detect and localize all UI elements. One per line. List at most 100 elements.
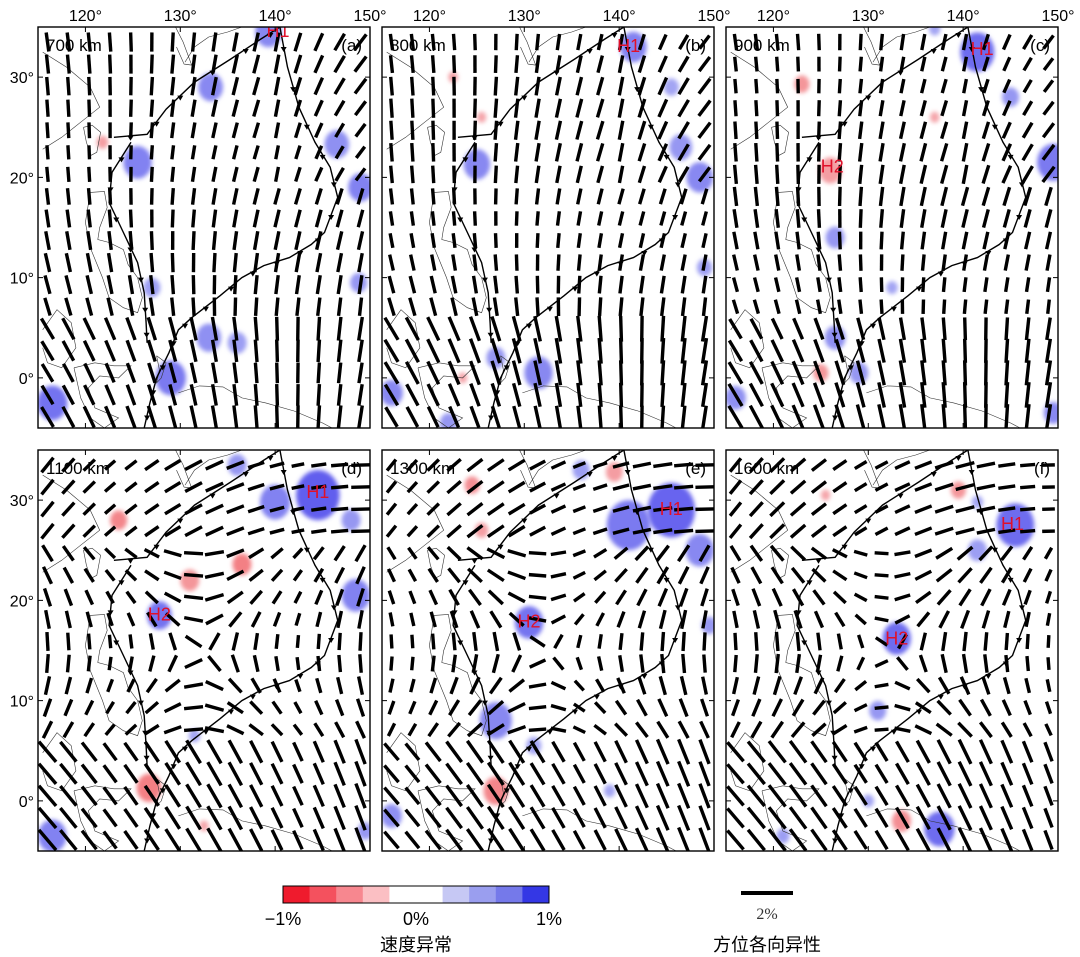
fast-axis-bar xyxy=(333,99,346,117)
fast-axis-bar xyxy=(810,784,828,808)
fast-axis-bar xyxy=(85,297,94,317)
fast-axis-bar xyxy=(424,807,442,829)
fast-axis-bar xyxy=(107,32,113,52)
fast-axis-bar xyxy=(146,405,157,428)
fast-axis-bar xyxy=(493,275,499,294)
trench-tooth xyxy=(1007,577,1014,583)
fast-axis-bar xyxy=(878,100,885,117)
fast-axis-bar xyxy=(249,589,264,605)
fast-axis-bar xyxy=(38,806,58,830)
fast-axis-bar xyxy=(680,609,688,630)
fast-axis-bar xyxy=(657,55,668,73)
fast-axis-bar xyxy=(430,655,436,672)
fast-axis-bar xyxy=(294,209,302,228)
fast-axis-bar xyxy=(728,501,743,517)
fast-axis-bar xyxy=(1025,655,1030,672)
fast-axis-bar xyxy=(572,830,586,850)
fast-axis-bar xyxy=(469,383,481,407)
fast-axis-bar xyxy=(592,483,608,491)
fast-axis-bar xyxy=(273,166,281,183)
fast-axis-bar xyxy=(698,827,711,851)
fast-axis-bar xyxy=(810,762,828,786)
fast-axis-bar xyxy=(63,698,74,717)
fast-axis-bar xyxy=(232,316,239,341)
velocity-anomaly xyxy=(663,78,679,96)
fast-axis-bar xyxy=(61,317,76,341)
fast-axis-bar xyxy=(312,546,325,561)
fast-axis-bar xyxy=(358,654,363,673)
fast-axis-bar xyxy=(183,704,204,711)
fast-axis-bar xyxy=(472,120,477,140)
fast-axis-bar xyxy=(1020,462,1036,468)
fast-axis-bar xyxy=(936,805,952,831)
fast-axis-bar xyxy=(920,231,927,250)
fast-axis-bar xyxy=(163,591,182,604)
trench-tooth xyxy=(825,700,832,706)
fast-axis-bar xyxy=(272,611,282,627)
fast-axis-bar xyxy=(164,480,182,494)
fast-axis-bar xyxy=(1042,100,1055,116)
fast-axis-bar xyxy=(61,362,75,383)
fast-axis-bar xyxy=(465,761,484,786)
fast-axis-bar xyxy=(673,484,694,490)
fast-axis-bar xyxy=(183,550,204,556)
coastline xyxy=(528,450,586,486)
fast-axis-bar xyxy=(593,785,607,807)
fast-axis-bar xyxy=(385,524,398,538)
fast-axis-bar xyxy=(170,145,176,160)
fast-axis-bar xyxy=(638,254,646,271)
fast-axis-bar xyxy=(941,360,947,386)
fast-axis-bar xyxy=(409,211,416,226)
fast-axis-bar xyxy=(837,254,843,271)
fast-axis-bar xyxy=(858,100,864,117)
fast-axis-bar xyxy=(226,504,245,515)
fast-axis-bar xyxy=(333,545,346,562)
fast-axis-bar xyxy=(507,724,527,735)
fast-axis-bar xyxy=(554,360,563,386)
fast-axis-bar xyxy=(294,230,302,251)
colorbar-segment xyxy=(416,886,443,903)
fast-axis-bar xyxy=(617,232,625,249)
fast-axis-bar xyxy=(730,698,740,717)
fast-axis-bar xyxy=(486,568,505,583)
fast-axis-bar xyxy=(148,655,156,672)
fast-axis-bar xyxy=(915,590,932,604)
fast-axis-bar xyxy=(535,233,540,248)
fast-axis-bar xyxy=(65,209,72,228)
fast-axis-bar xyxy=(40,406,55,428)
fast-axis-bar xyxy=(572,483,587,492)
fast-axis-bar xyxy=(163,549,182,558)
fast-axis-bar xyxy=(447,567,461,584)
fast-axis-bar xyxy=(293,76,303,96)
fast-axis-bar xyxy=(853,763,868,784)
fast-axis-bar xyxy=(554,76,562,96)
fast-axis-bar xyxy=(291,506,305,513)
fast-axis-bar xyxy=(406,458,419,472)
fast-axis-bar xyxy=(1045,612,1052,626)
fast-axis-bar xyxy=(837,78,842,94)
fast-axis-bar xyxy=(149,99,155,117)
fast-axis-bar xyxy=(936,699,952,716)
fast-axis-bar xyxy=(874,807,889,829)
fast-axis-bar xyxy=(409,33,416,51)
trench-tooth xyxy=(113,217,120,223)
coastline xyxy=(83,547,101,579)
trench-tooth xyxy=(937,694,944,700)
fast-axis-bar xyxy=(451,188,457,205)
fast-axis-bar xyxy=(920,360,927,386)
trench-tooth xyxy=(526,746,533,752)
fast-axis-bar xyxy=(104,405,117,428)
fast-axis-bar xyxy=(252,145,260,160)
fast-axis-bar xyxy=(354,827,367,851)
fast-axis-bar xyxy=(149,76,155,96)
fast-axis-bar xyxy=(914,482,933,492)
fast-axis-bar xyxy=(898,403,907,428)
fast-axis-bar xyxy=(65,230,72,251)
fast-axis-bar xyxy=(657,587,669,607)
fast-axis-bar xyxy=(105,590,115,605)
fast-axis-bar xyxy=(473,143,477,162)
lon-tick-label: 130° xyxy=(852,8,885,25)
trench-tooth xyxy=(825,277,832,283)
